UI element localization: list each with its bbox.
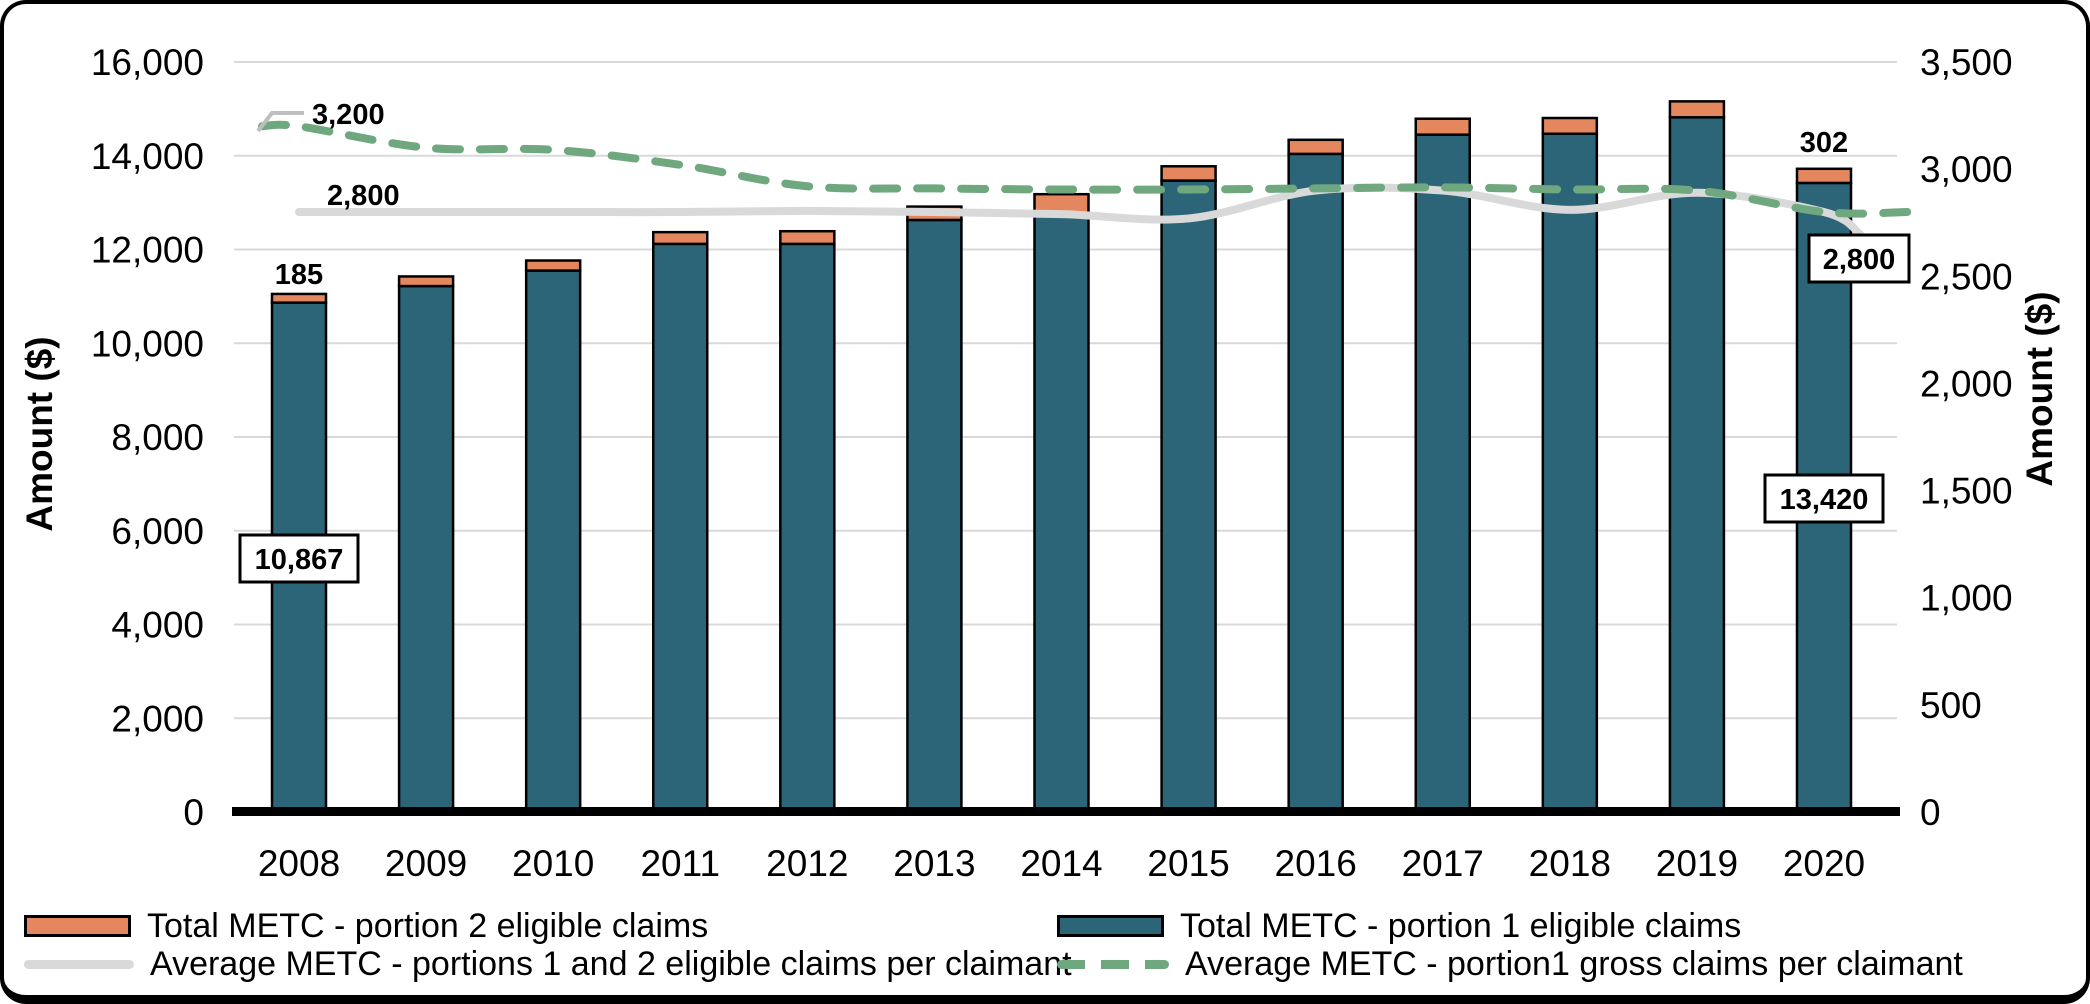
bar-segment-portion2-2010 (524, 259, 582, 272)
y-axis-left-tick-label: 2,000 (111, 698, 204, 739)
legend-swatch-portion2-icon (24, 915, 131, 937)
bar-segment-portion2-2015 (1160, 165, 1217, 182)
legend-swatch-avg-gross-icon (1057, 959, 1169, 969)
annotation-2020-portion2: 302 (1800, 127, 1848, 159)
legend-item-avg-eligible: Average METC - portions 1 and 2 eligible… (24, 944, 1072, 983)
x-axis-tick-label: 2018 (1529, 843, 1611, 884)
x-axis-tick-label: 2013 (893, 843, 975, 884)
x-axis-tick-label: 2008 (258, 843, 340, 884)
x-axis-tick-label: 2020 (1783, 843, 1865, 884)
y-axis-left-tick-label: 16,000 (91, 42, 204, 83)
line-avg-eligible (295, 183, 1864, 238)
legend-item-avg-gross: Average METC - portion1 gross claims per… (1057, 944, 1963, 983)
x-axis-tick-label: 2017 (1402, 843, 1484, 884)
annotation-gross-2008: 3,200 (312, 99, 385, 131)
y-axis-left-tick-label: 10,000 (91, 323, 204, 364)
x-axis-line (232, 807, 1900, 816)
legend-label-avg-eligible: Average METC - portions 1 and 2 eligible… (150, 944, 1072, 983)
bar-segment-portion2-2008 (270, 292, 328, 304)
legend-swatch-portion1-icon (1057, 915, 1164, 937)
y-axis-left-tick-label: 6,000 (111, 511, 204, 552)
bar-segment-portion1-2017 (1414, 133, 1471, 816)
y-axis-right-tick-label: 500 (1920, 685, 1982, 726)
x-axis-tick-label: 2010 (512, 843, 594, 884)
y-axis-left-tick-label: 8,000 (111, 417, 204, 458)
legend-item-portion1: Total METC - portion 1 eligible claims (1057, 906, 1742, 945)
y-axis-right-tick-label: 2,000 (1920, 363, 2013, 404)
bar-segment-portion2-2011 (651, 230, 709, 246)
y-axis-left-tick-label: 14,000 (91, 136, 204, 177)
annotation-eligible-2020-box (1807, 233, 1911, 284)
bar-segment-portion1-2019 (1668, 116, 1726, 816)
annotation-2008-portion1: 10,867 (255, 544, 344, 576)
legend-item-portion2: Total METC - portion 2 eligible claims (24, 906, 709, 945)
y-axis-right-tick-label: 1,000 (1920, 578, 2013, 619)
bar-segment-portion2-2017 (1414, 117, 1471, 136)
y-axis-left-tick-label: 12,000 (91, 230, 204, 271)
annotation-2008-portion2: 185 (275, 259, 323, 291)
bar-segment-portion1-2011 (651, 242, 709, 816)
y-axis-right-tick-label: 3,500 (1920, 42, 2013, 83)
legend-label-portion2: Total METC - portion 2 eligible claims (147, 906, 709, 945)
line-avg-gross (258, 120, 1913, 218)
legend-label-avg-gross: Average METC - portion1 gross claims per… (1185, 944, 1963, 983)
bar-segment-portion2-2019 (1668, 100, 1726, 119)
annotation-2008-portion1-box (238, 533, 360, 584)
x-axis-tick-label: 2014 (1020, 843, 1102, 884)
chart-canvas: 0 2,000 4,000 6,000 8,000 10,000 12,000 14,000 1… (19, 42, 2060, 884)
bar-segment-portion2-2012 (779, 229, 836, 246)
annotation-2020-portion1-box (1763, 473, 1885, 524)
x-axis-tick-label: 2009 (385, 843, 467, 884)
bar-segment-portion1-2016 (1287, 152, 1344, 816)
bar-segment-portion1-2009 (397, 284, 455, 816)
bar-segment-portion1-2014 (1033, 211, 1090, 816)
bar-segment-portion2-2020 (1795, 167, 1853, 185)
y-axis-right-title: Amount ($) (2019, 291, 2060, 486)
bar-segment-portion1-2010 (524, 269, 582, 816)
x-axis-tick-label: 2015 (1147, 843, 1229, 884)
y-axis-right-tick-label: 0 (1920, 792, 1941, 833)
annotation-eligible-2020: 2,800 (1823, 244, 1896, 276)
bar-segment-portion1-2018 (1541, 132, 1599, 816)
y-axis-right-tick-label: 1,500 (1920, 471, 2013, 512)
bar-segment-portion2-2016 (1287, 138, 1344, 156)
annotation-eligible-2008: 2,800 (327, 180, 400, 212)
bar-segment-portion1-2015 (1160, 179, 1217, 816)
y-axis-right-tick-label: 3,000 (1920, 149, 2013, 190)
y-axis-left-tick-label: 0 (183, 792, 204, 833)
legend-label-portion1: Total METC - portion 1 eligible claims (1180, 906, 1742, 945)
x-axis-tick-label: 2019 (1656, 843, 1738, 884)
y-axis-left-title: Amount ($) (19, 336, 60, 531)
bar-segment-portion2-2018 (1541, 116, 1599, 135)
annotation-2020-portion1: 13,420 (1780, 484, 1869, 516)
annotation-leader-line (256, 111, 304, 133)
x-axis-tick-label: 2012 (766, 843, 848, 884)
bar-segment-portion1-2012 (779, 242, 836, 816)
bar-segment-portion1-2013 (906, 218, 963, 816)
x-axis-tick-label: 2011 (640, 843, 720, 884)
y-axis-left-tick-label: 4,000 (111, 605, 204, 646)
bar-segment-portion2-2009 (397, 275, 455, 288)
y-axis-right-tick-label: 2,500 (1920, 256, 2013, 297)
legend-swatch-avg-eligible-icon (24, 959, 134, 969)
x-axis-tick-label: 2016 (1275, 843, 1357, 884)
